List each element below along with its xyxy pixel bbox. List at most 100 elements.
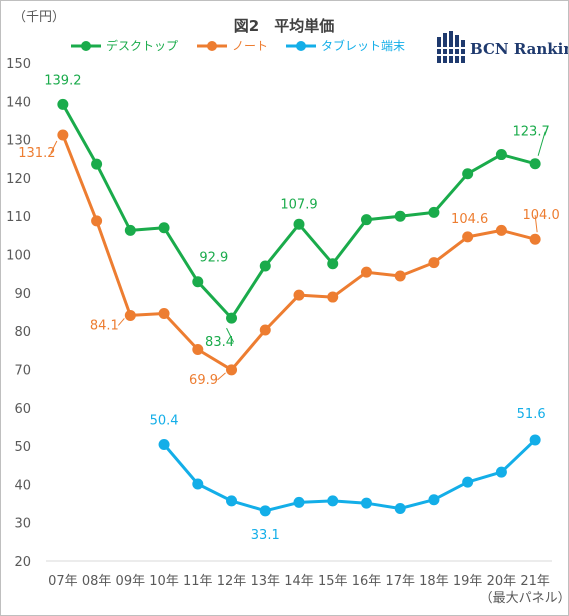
data-point [428, 257, 440, 269]
data-label: 139.2 [44, 73, 81, 88]
data-point [158, 439, 170, 451]
data-point [158, 308, 170, 320]
data-point [293, 496, 305, 508]
x-tick-label: 16年 [352, 574, 382, 589]
data-point [428, 494, 440, 506]
x-tick-label: 21年 [520, 574, 550, 589]
data-label: 131.2 [18, 146, 55, 161]
chart-title: 図2 平均単価 [234, 17, 334, 35]
data-label: 33.1 [251, 528, 280, 543]
data-point [360, 497, 372, 509]
legend-label: ノート [232, 39, 268, 53]
x-tick-label: 15年 [318, 574, 348, 589]
x-tick-label: 17年 [385, 574, 415, 589]
data-label: 107.9 [280, 197, 317, 212]
x-tick-label: 18年 [419, 574, 449, 589]
data-point [226, 312, 238, 324]
series-0 [57, 98, 541, 324]
y-tick-label: 120 [6, 172, 31, 187]
data-labels: 139.2 92.9 83.4 107.9 123.7 131.2 84.1 69.9 104.… [18, 73, 559, 542]
series-line [162, 438, 537, 513]
bcn-logo-icon [437, 31, 465, 63]
data-label: 83.4 [205, 335, 234, 350]
legend-item: ノート [197, 39, 268, 53]
y-tick-label: 40 [14, 478, 31, 493]
y-tick-label: 60 [14, 402, 31, 417]
data-point [192, 344, 204, 356]
data-label: 123.7 [513, 125, 550, 140]
data-point [394, 503, 406, 515]
bcn-logo: BCN Ranking [437, 31, 568, 63]
data-point [259, 505, 271, 517]
data-point [529, 434, 541, 446]
data-point [259, 260, 271, 272]
data-point [91, 215, 103, 227]
data-label: 50.4 [150, 414, 179, 429]
y-tick-label: 140 [6, 95, 31, 110]
x-tick-label: 20年 [487, 574, 517, 589]
data-point [192, 276, 204, 288]
data-point [293, 289, 305, 301]
legend: デスクトップ ノート タブレット端末 [71, 38, 405, 53]
legend-item: タブレット端末 [286, 38, 405, 53]
data-label: 84.1 [90, 318, 119, 333]
data-point [394, 210, 406, 222]
legend-item: デスクトップ [71, 38, 178, 53]
data-label: 92.9 [199, 251, 228, 266]
x-tick-label: 08年 [82, 574, 112, 589]
data-label: 69.9 [189, 373, 218, 388]
data-point [529, 233, 541, 245]
data-point [259, 324, 271, 336]
data-point [158, 222, 170, 234]
data-point [91, 158, 103, 170]
label-leader-line [117, 318, 125, 326]
data-label: 104.6 [451, 212, 488, 227]
data-point [57, 129, 69, 141]
label-leader-line [226, 327, 234, 343]
series-layer [57, 98, 541, 517]
data-point [529, 158, 541, 170]
x-tick-label: 14年 [284, 574, 314, 589]
series-2 [158, 434, 541, 517]
x-tick-label: 12年 [217, 574, 247, 589]
y-tick-label: 50 [14, 440, 31, 455]
label-leader-line [534, 215, 538, 233]
x-tick-label: 11年 [183, 574, 213, 589]
y-tick-label: 30 [14, 517, 31, 532]
data-point [57, 98, 69, 110]
legend-marker [81, 41, 91, 51]
y-tick-label: 20 [14, 555, 31, 570]
y-tick-label: 110 [6, 210, 31, 225]
data-point [360, 266, 372, 278]
label-leader-line [537, 131, 546, 156]
data-point [192, 478, 204, 490]
legend-label: デスクトップ [106, 38, 178, 53]
x-axis-note: （最大パネル） [480, 591, 568, 606]
y-tick-label: 70 [14, 363, 31, 378]
series-1 [57, 129, 541, 376]
x-tick-label: 19年 [453, 574, 483, 589]
x-tick-label: 10年 [149, 574, 179, 589]
data-point [226, 495, 238, 507]
legend-marker [207, 41, 217, 51]
legend-label: タブレット端末 [321, 38, 405, 53]
bcn-logo-text: BCN Ranking [470, 40, 568, 58]
y-tick-label: 90 [14, 287, 31, 302]
legend-marker [296, 41, 306, 51]
y-unit-label: （千円） [13, 10, 65, 25]
data-point [293, 218, 305, 230]
axes: 20 30 40 50 60 70 80 90 100 110 120 130 140 150 07年 08年… [6, 57, 568, 606]
data-point [327, 495, 339, 507]
data-label: 104.0 [523, 208, 560, 223]
data-point [327, 291, 339, 303]
y-tick-label: 100 [6, 249, 31, 264]
data-point [124, 309, 136, 321]
data-point [462, 168, 474, 180]
data-point [394, 270, 406, 282]
label-leader-line [50, 140, 58, 154]
x-tick-label: 07年 [48, 574, 78, 589]
data-point [462, 231, 474, 243]
data-point [226, 364, 238, 376]
data-point [495, 466, 507, 478]
